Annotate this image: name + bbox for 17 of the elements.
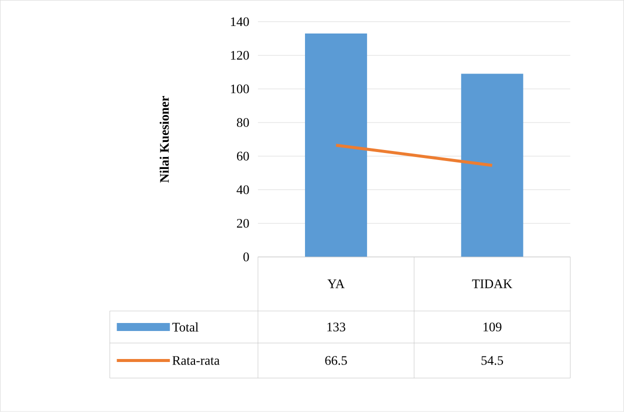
y-tick-label: 60 [236, 152, 249, 161]
y-tick-label: 140 [231, 17, 249, 26]
y-tick-label: 0 [243, 252, 249, 262]
data-label: 109 [484, 322, 502, 332]
y-tick-label: 100 [231, 84, 249, 94]
y-tick-label: 20 [236, 219, 249, 228]
data-label: 66.5 [325, 356, 347, 366]
data-label: 54.5 [482, 356, 504, 366]
y-axis-title: Nilai Kuesioner [160, 96, 169, 183]
legend-label: Total [172, 322, 198, 332]
data-label: 133 [327, 322, 346, 332]
x-tick-label: YA [327, 280, 345, 288]
y-tick-label: 80 [236, 118, 249, 128]
y-tick-label: 40 [236, 185, 249, 194]
x-tick-label: TIDAK [472, 280, 512, 288]
y-tick-label: 120 [231, 51, 249, 60]
legend-label: Rata-rata [172, 356, 220, 365]
